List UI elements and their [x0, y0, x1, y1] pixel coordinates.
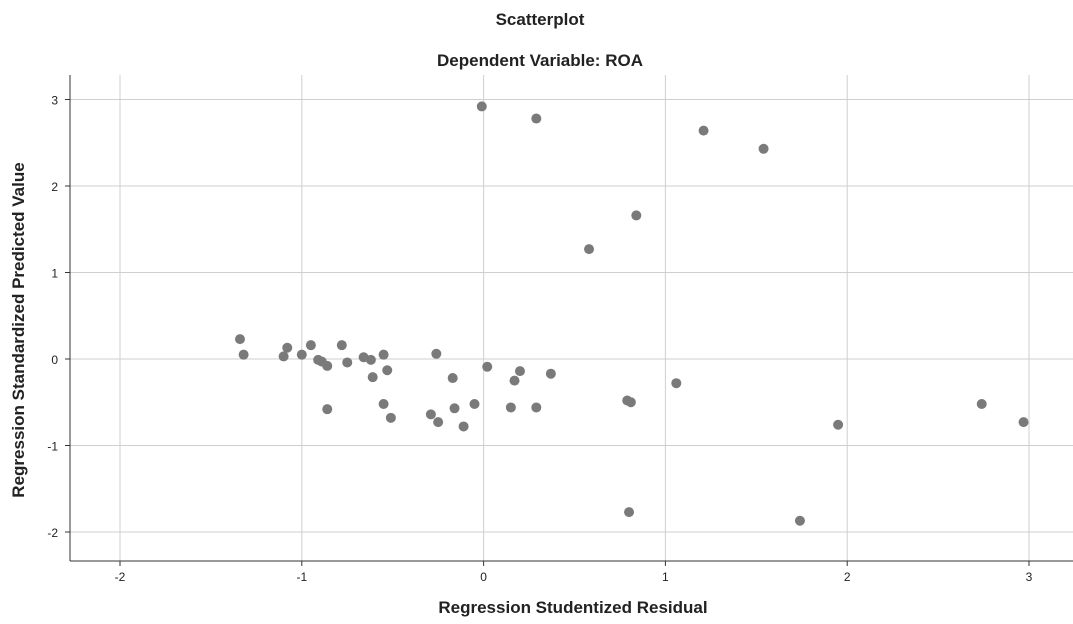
scatter-point: [509, 375, 520, 386]
y-tick-label: 1: [51, 267, 58, 281]
scatter-point: [449, 403, 460, 414]
scatter-point: [458, 421, 469, 432]
scatter-point: [447, 373, 458, 384]
data-points: [234, 101, 1029, 526]
scatter-point: [425, 409, 436, 420]
scatter-point: [545, 368, 556, 379]
scatter-point: [514, 366, 525, 377]
x-tick-label: 3: [1026, 570, 1033, 584]
scatter-point: [282, 342, 293, 353]
x-tick-label: -1: [296, 570, 307, 584]
y-tick-label: 2: [51, 180, 58, 194]
scatter-point: [305, 340, 316, 351]
scatter-point: [833, 419, 844, 430]
scatter-point: [794, 515, 805, 526]
x-tick-label: 2: [844, 570, 851, 584]
y-tick-label: 3: [51, 94, 58, 108]
scatter-point: [238, 349, 249, 360]
scatter-point: [476, 101, 487, 112]
scatter-point: [382, 365, 393, 376]
scatter-point: [505, 402, 516, 413]
y-tick-label: -2: [47, 526, 58, 540]
scatter-point: [976, 398, 987, 409]
tick-labels: -2 -1 0 1 2 3 -2 -1 0 1 2 3: [47, 94, 1032, 585]
y-axis-label: Regression Standardized Predicted Value: [9, 162, 28, 497]
scatter-point: [367, 372, 378, 383]
scatter-point: [378, 349, 389, 360]
x-tick-label: 1: [662, 570, 669, 584]
scatter-point: [631, 210, 642, 221]
x-axis-label: Regression Studentized Residual: [438, 598, 707, 617]
scatter-point: [385, 412, 396, 423]
scatter-point: [433, 417, 444, 428]
scatter-point: [365, 354, 376, 365]
scatter-point: [531, 113, 542, 124]
scatter-point: [625, 397, 636, 408]
chart-subtitle: Dependent Variable: ROA: [437, 51, 643, 70]
scatter-point: [671, 378, 682, 389]
scatter-point: [378, 398, 389, 409]
scatter-point: [698, 125, 709, 136]
scatter-point: [624, 507, 635, 518]
scatter-point: [469, 398, 480, 409]
y-tick-label: -1: [47, 440, 58, 454]
scatter-point: [322, 404, 333, 415]
y-tick-label: 0: [51, 353, 58, 367]
grid-lines: [70, 75, 1073, 561]
scatter-point: [342, 357, 353, 368]
scatter-point: [278, 351, 289, 362]
scatter-point: [296, 349, 307, 360]
scatter-point: [431, 348, 442, 359]
chart-title: Scatterplot: [496, 10, 585, 29]
x-tick-label: 0: [480, 570, 487, 584]
scatter-point: [758, 143, 769, 154]
scatter-point: [531, 402, 542, 413]
scatter-point: [322, 360, 333, 371]
scatter-point: [234, 334, 245, 345]
scatter-point: [336, 340, 347, 351]
scatter-point: [482, 361, 493, 372]
x-tick-label: -2: [115, 570, 126, 584]
scatter-point: [1018, 417, 1029, 428]
scatter-point: [584, 244, 595, 255]
axes: [65, 75, 1073, 566]
